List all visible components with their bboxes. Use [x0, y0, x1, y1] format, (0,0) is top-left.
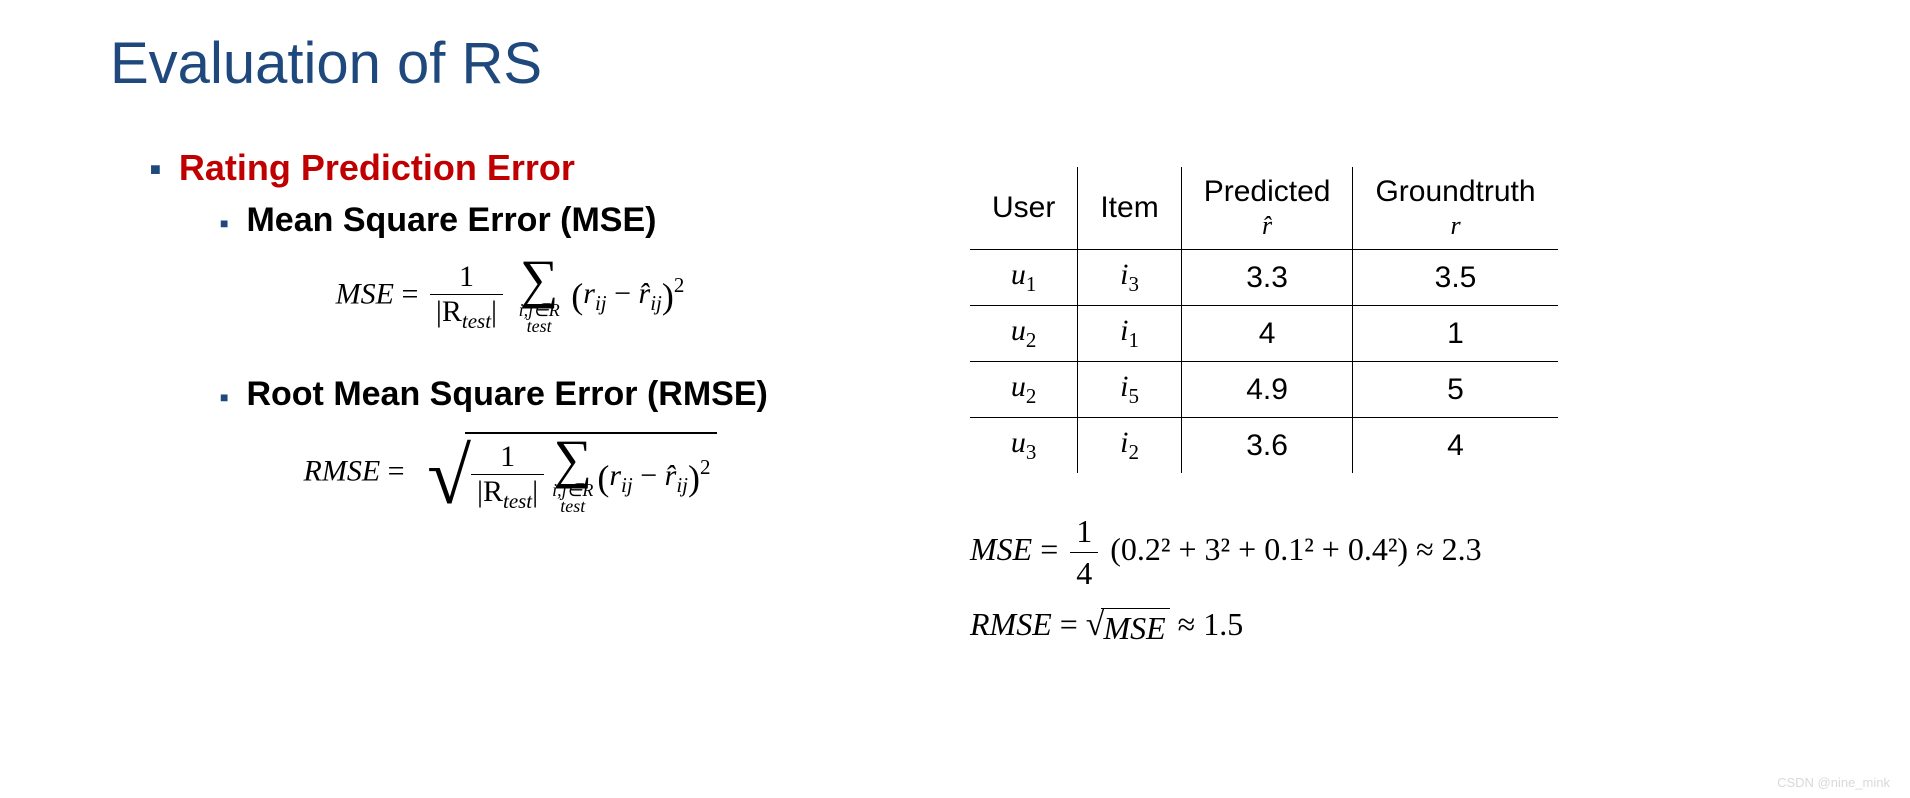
table-row: u3i23.64 [970, 418, 1558, 474]
cell-item: i3 [1078, 250, 1181, 306]
sum-sub: i,j∈Rtest [519, 301, 560, 335]
watermark: CSDN @nine_mink [1777, 775, 1890, 790]
equals: = [401, 277, 425, 310]
slide: Evaluation of RS ■ Rating Prediction Err… [0, 0, 1910, 681]
table-row: u2i54.95 [970, 362, 1558, 418]
frac-den: |Rtest| [430, 295, 503, 332]
subitem-label: Mean Square Error (MSE) [246, 201, 656, 240]
rmse-lhs: RMSE [304, 454, 381, 487]
term: (rij − r̂ij)2 [597, 457, 710, 496]
cell-groundtruth: 1 [1353, 306, 1558, 362]
sum-op: ∑ i,j∈Rtest [552, 438, 593, 515]
col-user: User [970, 167, 1078, 250]
right-column: User Item Predictedr̂ Groundtruthr u1i33… [970, 147, 1800, 661]
cell-user: u1 [970, 250, 1078, 306]
col-groundtruth: Groundtruthr [1353, 167, 1558, 250]
cell-item: i5 [1078, 362, 1181, 418]
cell-user: u2 [970, 362, 1078, 418]
mse-lhs: MSE [336, 277, 394, 310]
cell-predicted: 4 [1181, 306, 1353, 362]
mse-fraction: 1 |Rtest| [430, 262, 503, 332]
slide-title: Evaluation of RS [110, 30, 1800, 97]
cell-predicted: 4.9 [1181, 362, 1353, 418]
col-item: Item [1078, 167, 1181, 250]
rmse-fraction: 1 |Rtest| [471, 442, 544, 512]
rmse-calc: RMSE = √ MSE ≈ 1.5 [970, 606, 1800, 647]
cell-groundtruth: 5 [1353, 362, 1558, 418]
cell-user: u3 [970, 418, 1078, 474]
col-predicted: Predictedr̂ [1181, 167, 1353, 250]
bullet-square-icon: ■ [150, 159, 161, 180]
sum-op: ∑ i,j∈Rtest [519, 258, 560, 335]
cell-item: i1 [1078, 306, 1181, 362]
rmse-formula: RMSE = √ 1 |Rtest| ∑ i,j∈Rtest [110, 432, 910, 515]
section-heading: ■ Rating Prediction Error [150, 147, 910, 189]
frac-num: 1 [430, 262, 503, 295]
bullet-square-icon: ■ [220, 215, 228, 231]
subitem-rmse: ■ Root Mean Square Error (RMSE) [220, 375, 910, 414]
cell-item: i2 [1078, 418, 1181, 474]
subitem-label: Root Mean Square Error (RMSE) [246, 375, 767, 414]
cell-user: u2 [970, 306, 1078, 362]
table-body: u1i33.33.5u2i141u2i54.95u3i23.64 [970, 250, 1558, 474]
left-column: ■ Rating Prediction Error ■ Mean Square … [110, 147, 910, 661]
equals: = [388, 454, 420, 487]
mse-calc: MSE = 1 4 (0.2² + 3² + 0.1² + 0.4²) ≈ 2.… [970, 513, 1800, 592]
table-row: u1i33.33.5 [970, 250, 1558, 306]
cell-predicted: 3.3 [1181, 250, 1353, 306]
section-heading-text: Rating Prediction Error [179, 147, 575, 189]
mse-formula: MSE = 1 |Rtest| ∑ i,j∈Rtest (rij − r̂ij)… [110, 258, 910, 335]
table-header-row: User Item Predictedr̂ Groundtruthr [970, 167, 1558, 250]
cell-predicted: 3.6 [1181, 418, 1353, 474]
sqrt-content: 1 |Rtest| ∑ i,j∈Rtest (rij − r̂ij)2 [465, 432, 717, 515]
cell-groundtruth: 3.5 [1353, 250, 1558, 306]
term: (rij − r̂ij)2 [571, 277, 684, 310]
example-table: User Item Predictedr̂ Groundtruthr u1i33… [970, 167, 1558, 473]
subitem-mse: ■ Mean Square Error (MSE) [220, 201, 910, 240]
cell-groundtruth: 4 [1353, 418, 1558, 474]
sqrt-small: √ MSE [1086, 608, 1170, 647]
content-row: ■ Rating Prediction Error ■ Mean Square … [110, 147, 1800, 661]
table-row: u2i141 [970, 306, 1558, 362]
sqrt: √ 1 |Rtest| ∑ i,j∈Rtest [427, 432, 716, 515]
bullet-square-icon: ■ [220, 389, 228, 405]
